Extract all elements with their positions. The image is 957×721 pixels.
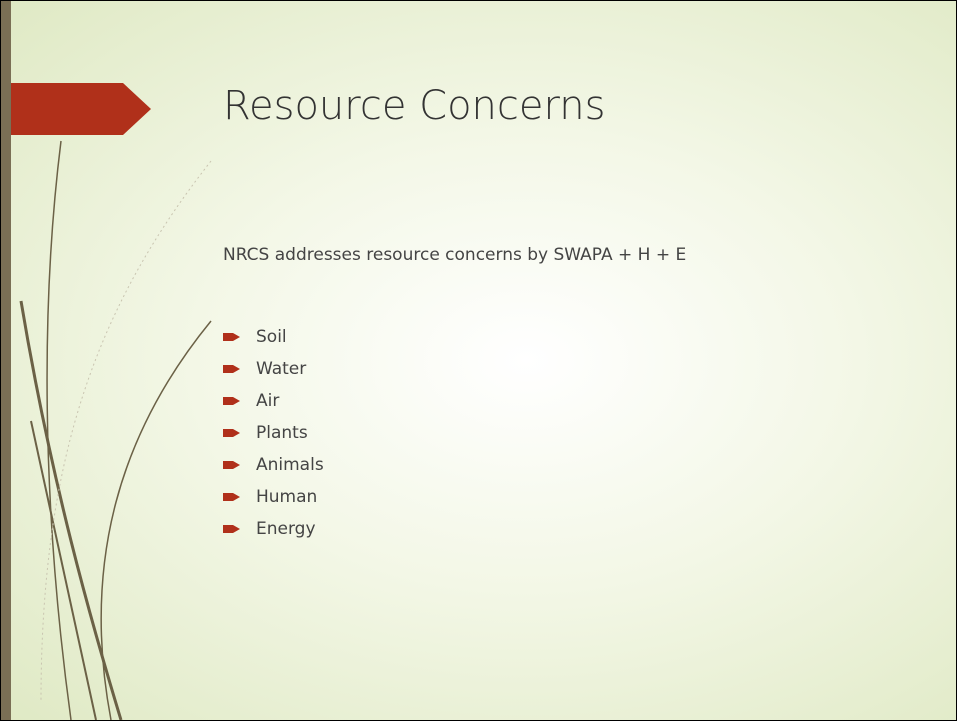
intro: NRCS addresses resource concerns by SWAP… [223, 245, 686, 265]
bullet-icon [223, 459, 241, 471]
bullet-list: Soil Water Air Plants Animals Human Energy [223, 321, 324, 545]
bullet-icon [223, 363, 241, 375]
slide: Resource Concerns NRCS addresses resourc… [0, 0, 957, 721]
bullet-item: Soil [223, 321, 324, 353]
bullet-item: Animals [223, 449, 324, 481]
bullet-item: Plants [223, 417, 324, 449]
bullet-text: Energy [256, 519, 316, 539]
bullet-item: Energy [223, 513, 324, 545]
bullet-text: Soil [256, 327, 287, 347]
bullet-icon [223, 427, 241, 439]
title: Resource Concerns [223, 83, 605, 129]
decoration [1, 1, 221, 720]
bullet-icon [223, 395, 241, 407]
bullet-text: Plants [256, 423, 308, 443]
bullet-icon [223, 523, 241, 535]
bullet-text: Human [256, 487, 317, 507]
bullet-text: Water [256, 359, 306, 379]
bullet-text: Air [256, 391, 279, 411]
bullet-icon [223, 331, 241, 343]
bullet-item: Air [223, 385, 324, 417]
bullet-item: Water [223, 353, 324, 385]
bullet-item: Human [223, 481, 324, 513]
bullet-text: Animals [256, 455, 324, 475]
bullet-icon [223, 491, 241, 503]
